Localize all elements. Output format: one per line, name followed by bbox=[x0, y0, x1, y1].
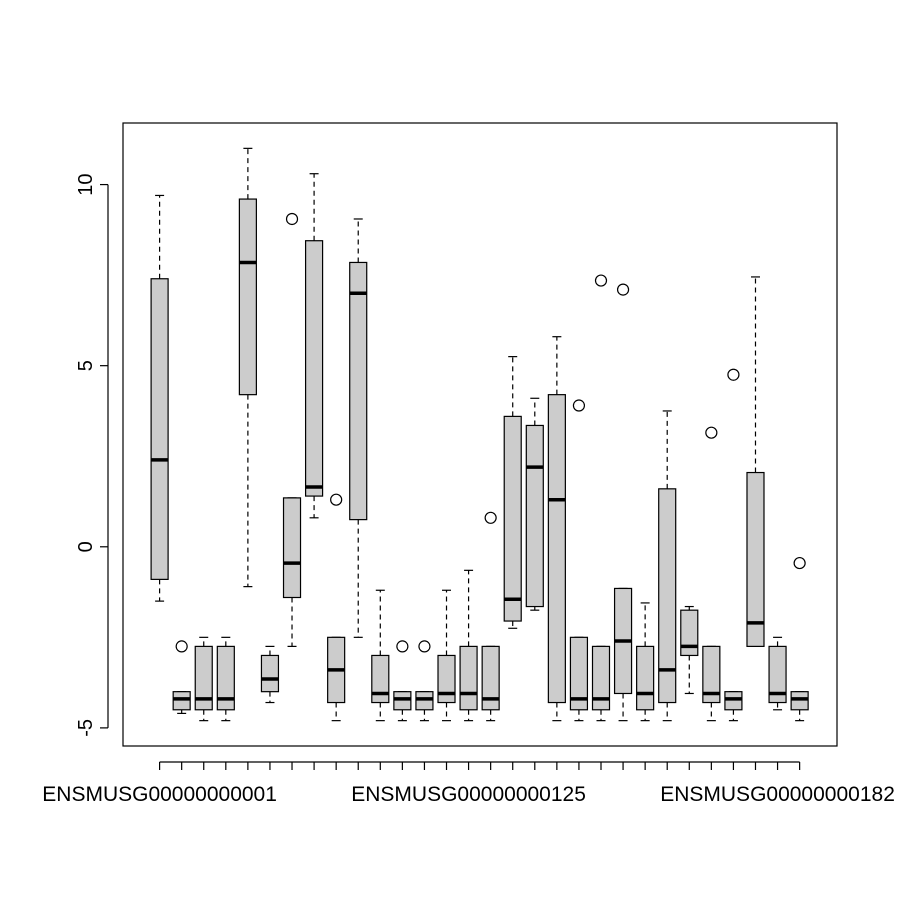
box-series bbox=[150, 147, 809, 722]
plot-frame bbox=[122, 122, 838, 747]
box-iqr bbox=[768, 645, 787, 704]
box-iqr bbox=[415, 691, 434, 711]
box-19 bbox=[547, 336, 566, 722]
box-iqr bbox=[658, 488, 677, 704]
box-25 bbox=[680, 605, 699, 695]
box-23 bbox=[636, 602, 655, 722]
box-iqr bbox=[238, 198, 257, 396]
box-iqr bbox=[150, 278, 169, 580]
outlier-point bbox=[616, 283, 630, 296]
box-iqr bbox=[724, 691, 743, 711]
box-22 bbox=[613, 283, 633, 722]
box-26 bbox=[702, 426, 721, 722]
box-1 bbox=[150, 194, 169, 602]
outlier-point bbox=[396, 640, 409, 653]
outlier-point bbox=[727, 368, 740, 381]
box-iqr bbox=[349, 261, 368, 521]
box-9 bbox=[327, 493, 346, 722]
box-iqr bbox=[216, 645, 235, 711]
box-2 bbox=[172, 640, 191, 715]
box-iqr bbox=[393, 691, 412, 711]
box-20 bbox=[569, 399, 589, 722]
box-iqr bbox=[437, 654, 456, 704]
box-3 bbox=[194, 636, 213, 722]
box-iqr bbox=[503, 415, 522, 622]
box-28 bbox=[746, 276, 765, 647]
box-15 bbox=[459, 569, 478, 722]
x-tick-label: ENSMUSG00000000001 bbox=[42, 783, 277, 806]
x-tick-label: ENSMUSG00000000182 bbox=[660, 783, 895, 806]
outlier-point bbox=[330, 493, 343, 506]
outlier-point bbox=[793, 556, 806, 570]
box-iqr bbox=[172, 691, 191, 711]
box-iqr bbox=[746, 471, 765, 647]
box-iqr bbox=[569, 636, 589, 711]
outlier-point bbox=[175, 640, 188, 653]
box-13 bbox=[415, 640, 434, 722]
box-24 bbox=[658, 410, 677, 722]
box-iqr bbox=[636, 645, 655, 711]
box-4 bbox=[216, 636, 235, 722]
y-tick-label: 5 bbox=[75, 360, 97, 371]
box-7 bbox=[282, 212, 302, 647]
box-iqr bbox=[591, 645, 611, 711]
box-iqr bbox=[547, 394, 566, 704]
y-tick-label: -5 bbox=[75, 719, 97, 737]
outlier-point bbox=[705, 426, 718, 439]
box-8 bbox=[304, 173, 324, 519]
x-tick-label: ENSMUSG00000000125 bbox=[351, 783, 586, 806]
box-iqr bbox=[282, 497, 302, 599]
box-6 bbox=[260, 645, 280, 704]
box-10 bbox=[349, 218, 368, 638]
y-tick-label: 0 bbox=[75, 541, 97, 552]
y-axis: -5 0 5 10 bbox=[75, 173, 109, 737]
box-iqr bbox=[790, 691, 809, 711]
box-iqr bbox=[260, 654, 280, 693]
outlier-point bbox=[418, 640, 431, 653]
outlier-point bbox=[285, 212, 299, 226]
box-11 bbox=[371, 589, 390, 722]
box-12 bbox=[393, 640, 412, 722]
box-5 bbox=[238, 147, 257, 588]
box-iqr bbox=[194, 645, 213, 711]
box-iqr bbox=[459, 645, 478, 711]
box-iqr bbox=[702, 645, 721, 704]
box-iqr bbox=[525, 424, 544, 608]
box-17 bbox=[503, 356, 522, 629]
outlier-point bbox=[594, 274, 608, 287]
box-iqr bbox=[481, 645, 500, 711]
box-27 bbox=[724, 368, 743, 722]
outlier-point bbox=[484, 511, 497, 524]
box-30 bbox=[790, 556, 809, 722]
box-16 bbox=[481, 511, 500, 722]
outlier-point bbox=[572, 399, 586, 412]
box-14 bbox=[437, 589, 456, 722]
y-tick-label: 10 bbox=[75, 173, 97, 195]
box-iqr bbox=[304, 240, 324, 497]
box-18 bbox=[525, 397, 544, 611]
box-iqr bbox=[371, 654, 390, 704]
box-21 bbox=[591, 274, 611, 722]
box-iqr bbox=[680, 609, 699, 657]
box-29 bbox=[768, 636, 787, 711]
x-axis: ENSMUSG00000000001 ENSMUSG00000000125 ENSM… bbox=[42, 761, 895, 806]
